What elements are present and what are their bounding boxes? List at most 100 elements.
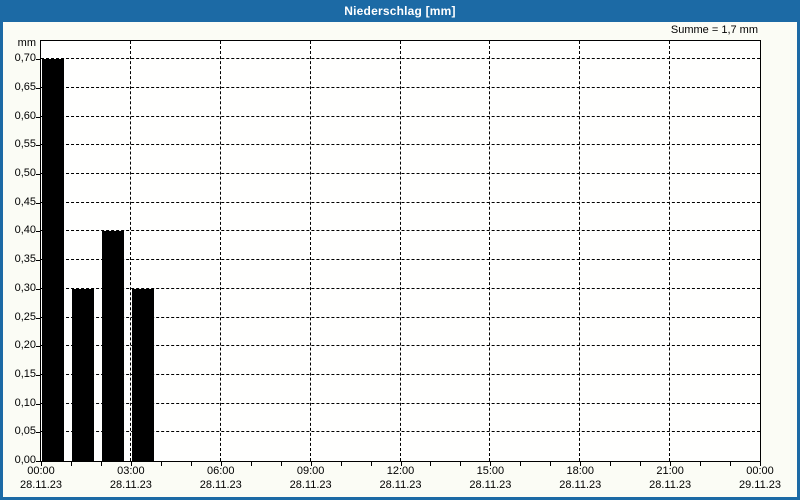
gridline-horizontal: [41, 87, 760, 89]
y-axis-tick-label: 0,10: [14, 396, 36, 409]
x-axis-time-label: 00:00: [746, 465, 774, 477]
gridline-horizontal: [41, 287, 760, 289]
x-axis-tick: [580, 461, 582, 466]
y-axis-tick-label: 0,60: [14, 109, 36, 122]
gridline-horizontal: [41, 431, 760, 433]
y-axis-tick: [36, 145, 41, 147]
chart-canvas: Summe = 1,7 mm mm 0,00 0,05 0,10 0,15 0,20 0,…: [3, 22, 797, 497]
y-axis-tick: [36, 260, 41, 262]
x-axis-tick: [460, 461, 462, 466]
window-title: Niederschlag [mm]: [344, 4, 456, 18]
x-axis-tick: [700, 461, 702, 466]
gridline-horizontal: [41, 58, 760, 60]
x-axis-tick: [670, 461, 672, 466]
gridline-horizontal: [41, 402, 760, 404]
x-axis-time-label: 06:00: [206, 465, 235, 477]
x-axis-date-label: 28.11.23: [469, 479, 512, 491]
x-axis-tick: [340, 461, 342, 466]
y-axis-tick-label: 0,20: [14, 339, 36, 352]
y-axis-tick: [36, 288, 41, 290]
y-axis-tick: [36, 403, 41, 405]
plot-area: mm 0,00 0,05 0,10 0,15 0,20 0,25 0,30 0,35 0,40 0…: [15, 37, 781, 491]
x-axis-date-label: 29.11.23: [738, 479, 781, 491]
x-axis-tick: [760, 461, 761, 466]
x-axis-date-label: 28.11.23: [379, 479, 422, 491]
y-axis-tick-label: 0,50: [14, 167, 36, 180]
y-axis-tick-label: 0,00: [14, 454, 36, 466]
y-axis-tick-label: 0,45: [14, 195, 36, 208]
gridline-vertical: [489, 41, 491, 461]
y-axis-tick-label: 0,25: [14, 310, 36, 323]
x-axis-time-label: 12:00: [386, 465, 415, 477]
gridline-horizontal: [41, 259, 760, 261]
x-axis-tick: [100, 461, 102, 466]
y-axis-unit-label: mm: [17, 37, 36, 49]
gridline-horizontal: [41, 173, 760, 175]
precipitation-bar: [71, 288, 94, 461]
gridline-horizontal: [41, 144, 760, 146]
y-axis-tick: [36, 116, 41, 118]
y-axis-tick: [36, 461, 41, 462]
y-axis-tick-label: 0,55: [14, 138, 36, 151]
gridline-vertical: [309, 41, 311, 461]
y-axis-tick-label: 0,70: [14, 52, 36, 65]
x-axis-tick: [400, 461, 402, 466]
x-axis-date-label: 28.11.23: [559, 479, 602, 491]
y-axis-tick: [36, 88, 41, 90]
gridline-vertical: [399, 41, 401, 461]
gridline-vertical: [579, 41, 581, 461]
x-axis-tick: [430, 461, 432, 466]
y-axis-tick: [36, 317, 41, 319]
x-axis-time-label: 15:00: [476, 465, 505, 477]
y-axis-tick: [36, 202, 41, 204]
title-bar: Niederschlag [mm]: [0, 0, 800, 22]
x-axis-tick: [310, 461, 312, 466]
x-axis-tick: [370, 461, 372, 466]
gridline-horizontal: [41, 201, 760, 203]
y-axis-tick: [36, 231, 41, 233]
y-axis-tick: [36, 374, 41, 376]
x-axis-time-label: 03:00: [117, 465, 145, 477]
x-axis-tick: [220, 461, 222, 466]
y-axis-tick-label: 0,40: [14, 224, 36, 237]
x-axis-tick: [70, 461, 72, 466]
x-axis-tick: [250, 461, 252, 466]
x-axis-date-label: 28.11.23: [19, 479, 62, 491]
x-axis-tick: [520, 461, 522, 466]
x-axis-date-label: 28.11.23: [199, 479, 242, 491]
precipitation-bar: [101, 231, 124, 461]
x-axis-tick: [640, 461, 642, 466]
y-axis-tick-label: 0,15: [14, 367, 36, 380]
gridline-horizontal: [41, 230, 760, 232]
x-axis-tick: [280, 461, 282, 466]
x-axis-tick: [610, 461, 612, 466]
x-axis-time-label: 00:00: [27, 465, 55, 477]
precipitation-bar: [131, 288, 154, 461]
x-axis-time-label: 09:00: [296, 465, 325, 477]
gridline-vertical: [219, 41, 221, 461]
x-axis-tick: [190, 461, 192, 466]
x-axis-tick: [160, 461, 162, 466]
sum-label: Summe = 1,7 mm: [670, 24, 758, 36]
y-axis-tick-label: 0,30: [14, 281, 36, 294]
x-axis-time-label: 21:00: [656, 465, 684, 477]
y-axis-tick-label: 0,35: [14, 253, 36, 266]
x-axis-tick: [730, 461, 732, 466]
x-axis-tick: [550, 461, 552, 466]
gridline-vertical: [129, 41, 131, 461]
gridline-horizontal: [41, 316, 760, 318]
gridline-vertical: [669, 41, 671, 461]
x-axis-tick: [41, 461, 42, 466]
x-axis-tick: [490, 461, 492, 466]
y-axis-tick: [36, 346, 41, 348]
gridline-horizontal: [41, 373, 760, 375]
precipitation-bar: [42, 59, 64, 461]
x-axis-date-label: 28.11.23: [649, 479, 692, 491]
gridline-horizontal: [41, 345, 760, 347]
x-axis-tick: [130, 461, 132, 466]
y-axis-tick-label: 0,05: [14, 425, 36, 438]
x-axis-date-label: 28.11.23: [289, 479, 332, 491]
y-axis-tick: [36, 174, 41, 176]
gridline-horizontal: [41, 115, 760, 117]
